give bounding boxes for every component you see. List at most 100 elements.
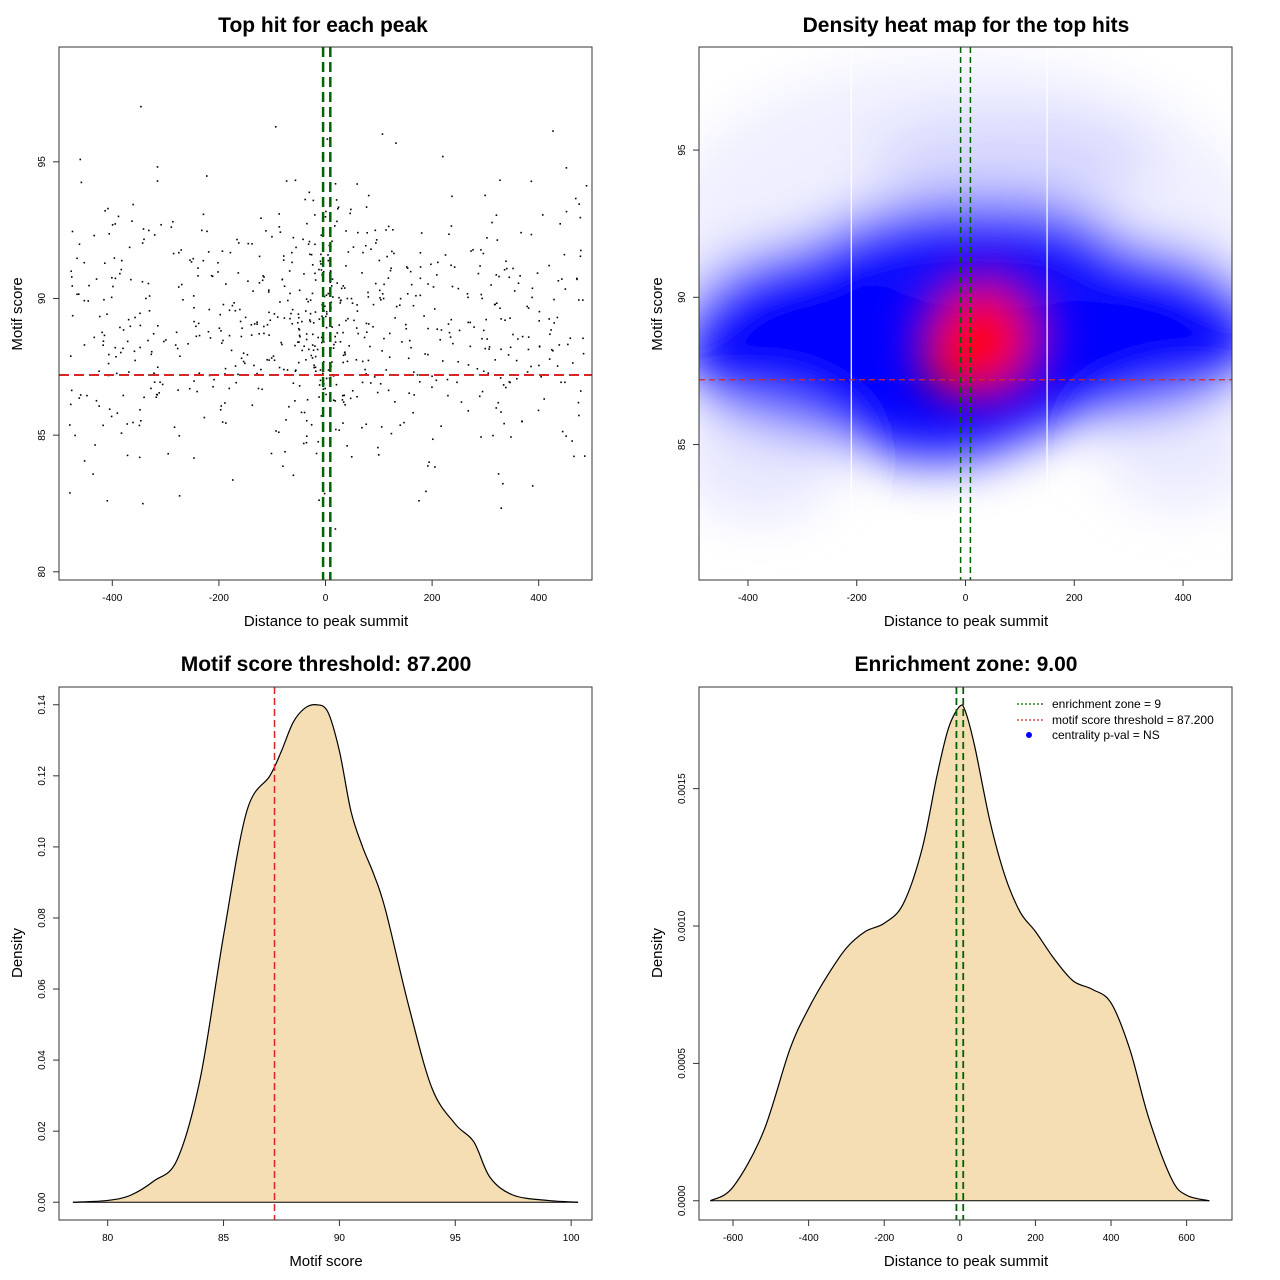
scatter-point <box>356 395 358 398</box>
scatter-point <box>281 278 284 281</box>
scatter-point <box>327 292 330 295</box>
scatter-point <box>252 290 254 292</box>
scatter-point <box>432 286 435 288</box>
scatter-point <box>253 364 255 367</box>
scatter-point <box>153 234 156 236</box>
scatter-point <box>253 323 256 325</box>
scatter-point <box>427 283 429 285</box>
scatter-point <box>232 479 234 481</box>
scatter-point <box>383 283 385 286</box>
scatter-point <box>303 273 305 275</box>
scatter-point <box>319 260 322 263</box>
scatter-point <box>320 269 323 271</box>
scatter-point <box>315 452 318 455</box>
scatter-point <box>291 322 294 325</box>
scatter-point <box>142 502 144 505</box>
scatter-point <box>291 308 294 311</box>
scatter-point <box>531 296 533 299</box>
scatter-point <box>70 276 73 278</box>
scatter-point <box>261 279 264 282</box>
scatter-point <box>236 238 238 241</box>
scatter-point <box>188 387 191 390</box>
scatter-point <box>365 322 368 325</box>
scatter-point <box>197 275 199 277</box>
scatter-point <box>467 321 470 324</box>
scatter-point <box>270 452 273 455</box>
scatter-point <box>278 366 281 369</box>
scatter-point <box>457 287 460 290</box>
scatter-point <box>356 183 359 185</box>
x-tick-label: 100 <box>563 1233 580 1244</box>
scatter-point <box>427 465 429 467</box>
scatter-point <box>347 251 350 253</box>
scatter-point <box>308 240 311 243</box>
scatter-point <box>502 384 505 386</box>
scatter-point <box>143 396 145 399</box>
scatter-point <box>157 324 159 327</box>
scatter-point <box>481 390 484 393</box>
scatter-point <box>389 269 392 272</box>
scatter-point <box>325 377 328 380</box>
scatter-point <box>488 346 491 348</box>
scatter-point <box>441 360 444 362</box>
scatter-point <box>297 327 300 330</box>
scatter-point <box>456 381 458 384</box>
scatter-point <box>240 357 243 360</box>
scatter-point <box>322 372 324 375</box>
scatter-point <box>325 294 328 297</box>
scatter-point <box>480 293 483 296</box>
scatter-point <box>449 336 452 338</box>
scatter-point <box>351 302 354 304</box>
scatter-point <box>269 319 272 322</box>
scatter-point <box>305 359 307 361</box>
scatter-point <box>467 364 470 366</box>
scatter-point <box>153 381 156 383</box>
scatter-point <box>83 460 86 462</box>
scatter-point <box>510 436 512 438</box>
scatter-point <box>564 288 567 290</box>
scatter-title: Top hit for each peak <box>218 14 428 37</box>
distance-density-x-axis-label: Distance to peak summit <box>884 1253 1049 1270</box>
scatter-point <box>309 320 312 323</box>
scatter-point <box>412 304 415 307</box>
scatter-point <box>318 268 320 271</box>
scatter-point <box>239 320 242 323</box>
scatter-point <box>482 370 485 373</box>
scatter-point <box>552 349 554 352</box>
scatter-point <box>322 388 325 391</box>
scatter-point <box>408 392 410 395</box>
scatter-point <box>318 396 320 398</box>
scatter-point <box>103 262 106 264</box>
y-tick-label: 95 <box>37 156 48 168</box>
scatter-point <box>338 324 341 326</box>
scatter-point <box>119 272 121 275</box>
scatter-point <box>108 353 110 356</box>
scatter-point <box>289 292 291 295</box>
scatter-point <box>69 492 71 494</box>
scatter-point <box>448 233 450 236</box>
scatter-plot-frame <box>58 46 593 581</box>
scatter-point <box>301 320 303 323</box>
scatter-point <box>313 366 315 369</box>
scatter-point <box>101 331 103 334</box>
x-tick-label: -200 <box>209 593 229 604</box>
scatter-point <box>361 272 363 274</box>
scatter-point <box>320 234 323 237</box>
scatter-point <box>305 338 308 341</box>
scatter-point <box>221 250 224 252</box>
scatter-point <box>205 175 208 177</box>
scatter-point <box>521 420 523 423</box>
scatter-point <box>278 226 281 228</box>
scatter-point <box>327 369 330 371</box>
scatter-point <box>495 274 498 276</box>
scatter-point <box>268 359 270 361</box>
scatter-point <box>311 292 314 295</box>
scatter-point <box>305 441 308 444</box>
scatter-point <box>565 167 568 169</box>
scatter-point <box>479 265 481 267</box>
scatter-point <box>217 271 219 273</box>
scatter-point <box>251 243 253 245</box>
scatter-point <box>531 287 534 290</box>
scatter-point <box>442 155 444 158</box>
scatter-point <box>334 225 336 227</box>
